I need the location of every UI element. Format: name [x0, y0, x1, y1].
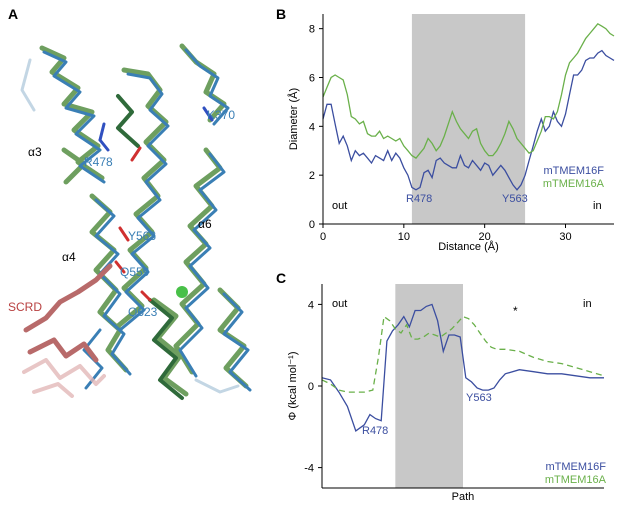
x-tick-label: 20 [479, 231, 491, 243]
label-q623: Q623 [128, 305, 158, 319]
calcium-ion [176, 286, 188, 298]
label-alpha6: α6 [198, 217, 212, 231]
panel-letter-b: B [276, 6, 287, 22]
x-axis-label: Path [452, 491, 475, 503]
y-tick-label: -4 [304, 463, 314, 475]
annotation-r478: R478 [406, 193, 432, 205]
series-line-mtmem16f [322, 49, 615, 191]
annotation-in: in [593, 200, 602, 212]
legend-entry-mtmem16a: mTMEM16A [545, 474, 607, 486]
x-tick-label: 30 [559, 231, 571, 243]
structure-panel: K370 α3 R478 α6 Y563 α4 Q559 SCRD Q623 [8, 43, 252, 400]
label-y563: Y563 [128, 229, 156, 243]
series-line-mtmem16a [322, 22, 615, 159]
label-k370: K370 [207, 108, 235, 122]
x-axis-label: Distance (Å) [438, 240, 499, 253]
label-q559: Q559 [120, 265, 150, 279]
shaded-region [395, 284, 463, 488]
annotation-y563: Y563 [466, 392, 492, 404]
series-line-mtmem16f [321, 303, 604, 432]
label-alpha4: α4 [62, 250, 76, 264]
legend-entry-mtmem16a: mTMEM16A [543, 178, 605, 190]
y-tick-label: 8 [309, 24, 315, 36]
x-tick-label: 10 [398, 231, 410, 243]
y-tick-label: 4 [309, 121, 315, 133]
annotation-out: out [332, 200, 347, 212]
label-scrd: SCRD [8, 300, 42, 314]
series-line-mtmem16a [321, 315, 605, 393]
structure-labels: K370 α3 R478 α6 Y563 α4 Q559 SCRD Q623 [8, 108, 235, 319]
y-tick-label: 2 [309, 170, 315, 182]
legend-entry-mtmem16f: mTMEM16F [544, 165, 605, 177]
panel-letter-a: A [8, 6, 19, 22]
y-axis-label: Diameter (Å) [287, 88, 300, 150]
y-tick-label: 0 [309, 219, 315, 231]
shaded-region [411, 14, 526, 224]
label-alpha3: α3 [28, 145, 42, 159]
x-tick-label: 0 [320, 231, 326, 243]
annotation-in: in [583, 298, 592, 310]
label-r478: R478 [84, 155, 113, 169]
tmem16a-backbone [20, 43, 252, 400]
side-chains [98, 106, 214, 302]
annotation-r478: R478 [362, 425, 388, 437]
annotation-out: out [332, 298, 347, 310]
y-axis-label: Φ (kcal mol⁻¹) [287, 352, 299, 421]
energy-chart: 4 0 -4 Path Φ (kcal mol⁻¹) out in * R478 Y… [287, 284, 607, 503]
y-tick-label: 6 [309, 72, 315, 84]
y-tick-label: 4 [308, 299, 314, 311]
annotation-star: * [513, 304, 518, 318]
y-tick-label: 0 [308, 381, 314, 393]
panel-letter-c: C [276, 270, 287, 286]
legend-entry-mtmem16f: mTMEM16F [546, 461, 607, 473]
annotation-y563: Y563 [502, 193, 528, 205]
